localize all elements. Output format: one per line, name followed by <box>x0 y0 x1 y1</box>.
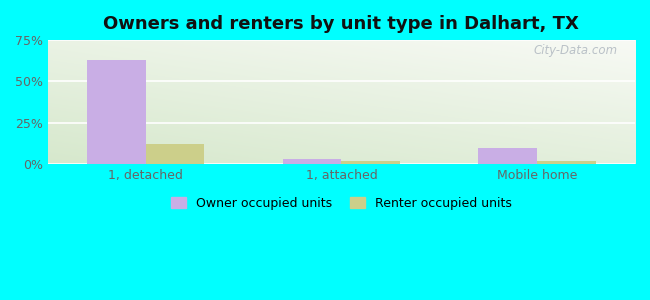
Bar <box>478 148 537 164</box>
Title: Owners and renters by unit type in Dalhart, TX: Owners and renters by unit type in Dalha… <box>103 15 579 33</box>
Bar <box>537 161 596 164</box>
Bar <box>283 159 341 164</box>
Bar <box>87 60 146 164</box>
Bar <box>146 144 205 164</box>
Legend: Owner occupied units, Renter occupied units: Owner occupied units, Renter occupied un… <box>170 197 512 210</box>
Text: City-Data.com: City-Data.com <box>533 44 618 57</box>
Bar <box>341 161 400 164</box>
